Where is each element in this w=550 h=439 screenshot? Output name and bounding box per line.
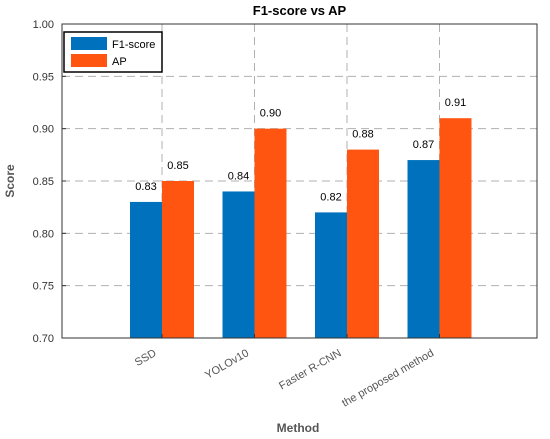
y-tick-label: 0.90: [33, 124, 54, 136]
x-axis-label: Method: [277, 421, 320, 435]
y-tick-label: 0.80: [33, 228, 54, 240]
data-label: 0.90: [260, 108, 281, 120]
y-tick-label: 0.85: [33, 176, 54, 188]
data-label: 0.82: [320, 191, 341, 203]
bar-f1-score-4: [407, 160, 440, 338]
legend-swatch-f1-score: [71, 37, 107, 50]
bar-f1-score-1: [130, 201, 162, 338]
y-tick-label: 0.75: [33, 281, 54, 293]
bar-ap-2: [254, 128, 287, 338]
bar-f1-score-3: [315, 212, 347, 338]
data-label: 0.85: [167, 160, 188, 172]
y-axis-label: Score: [3, 164, 17, 198]
legend-label: F1-score: [112, 39, 155, 51]
data-labels: 0.83 0.84 0.82 0.87 0.85 0.90 0.88 0.91: [135, 97, 466, 203]
data-label: 0.87: [413, 139, 434, 151]
data-label: 0.83: [135, 181, 156, 193]
y-tick-label: 1.00: [33, 19, 54, 31]
bar-ap-4: [439, 118, 472, 338]
chart-title: F1-score vs AP: [253, 3, 347, 18]
bar-ap-1: [162, 181, 194, 338]
legend-swatch-ap: [71, 54, 107, 67]
legend: F1-score AP: [63, 31, 163, 73]
bar-f1-score-2: [222, 191, 255, 338]
bar-ap-3: [347, 149, 379, 338]
legend-label: AP: [112, 56, 127, 68]
y-tick-label: 0.95: [33, 71, 54, 83]
bars: [130, 118, 472, 338]
y-tick-label: 0.70: [33, 333, 54, 345]
data-label: 0.88: [352, 129, 373, 141]
data-label: 0.91: [445, 97, 466, 109]
data-label: 0.84: [228, 170, 249, 182]
